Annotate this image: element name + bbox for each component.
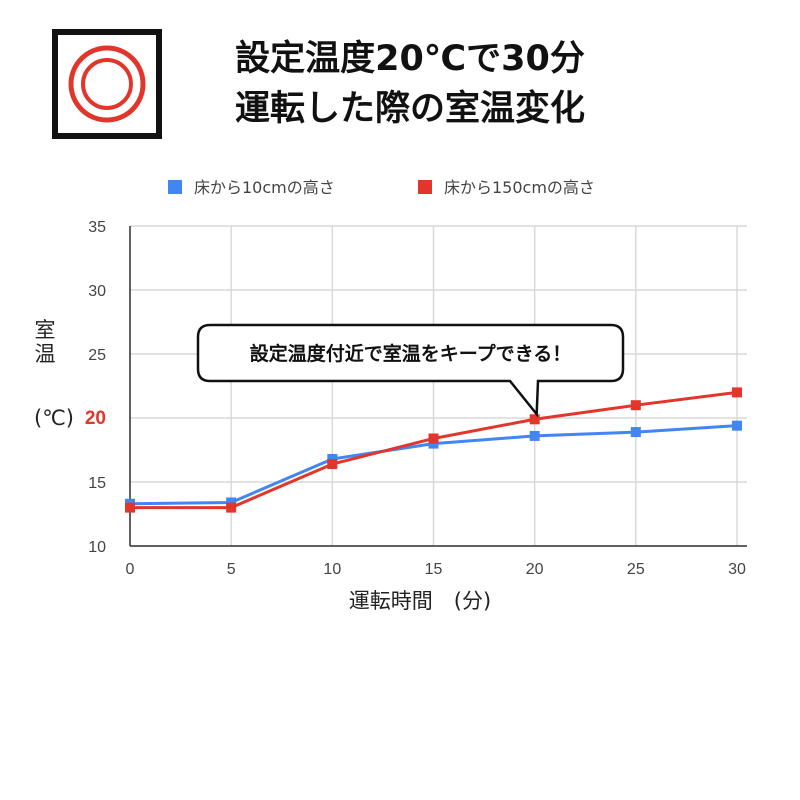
page-title: 設定温度20℃で30分 運転した際の室温変化 xyxy=(180,34,640,134)
legend-label-2: 床から150cmの高さ xyxy=(444,178,595,197)
y-tick-label: 10 xyxy=(88,539,106,556)
series-2-point xyxy=(125,502,135,513)
x-tick-label: 10 xyxy=(323,561,341,578)
x-tick-label: 15 xyxy=(425,561,443,578)
x-tick-label: 30 xyxy=(728,561,746,578)
y-tick-label: 15 xyxy=(88,475,106,492)
legend-swatch-1 xyxy=(168,180,182,194)
annotation-text: 設定温度付近で室温をキープできる！ xyxy=(250,342,571,365)
y-tick-label: 25 xyxy=(88,347,106,364)
series-1-point xyxy=(529,430,540,441)
series-1-point xyxy=(327,453,338,464)
y-tick-label: 20 xyxy=(85,408,106,429)
y-tick-label: 30 xyxy=(88,283,106,300)
series-2-point xyxy=(529,414,540,425)
series-2-point xyxy=(732,387,742,398)
x-tick-label: 5 xyxy=(227,561,236,578)
legend-swatch-2 xyxy=(418,180,432,194)
title-line-2: 運転した際の室温変化 xyxy=(234,89,585,129)
logo xyxy=(52,29,162,139)
y-axis-label-char-2: 温 xyxy=(34,342,56,366)
series-1-point xyxy=(226,497,237,508)
series-1-point xyxy=(630,427,641,438)
series-1-point xyxy=(732,420,742,431)
series-2-point xyxy=(630,400,641,411)
series-2-point xyxy=(226,502,237,513)
legend-label-1: 床から10cmの高さ xyxy=(194,178,335,197)
y-axis-unit: (℃) xyxy=(34,406,74,430)
title-line-1: 設定温度20℃で30分 xyxy=(235,39,585,79)
x-tick-label: 20 xyxy=(526,561,544,578)
x-axis-label: 運転時間 (分) xyxy=(348,589,492,613)
concentric-circles-icon xyxy=(68,45,146,123)
y-axis-label-char-1: 室 xyxy=(34,318,56,342)
y-tick-label: 35 xyxy=(88,219,106,236)
annotation-callout xyxy=(196,323,625,418)
series-2-point xyxy=(428,433,439,444)
series-1-point xyxy=(428,438,439,449)
y-axis-label: 室 温 (℃) xyxy=(34,318,74,430)
series-2-point xyxy=(327,459,338,470)
x-tick-label: 0 xyxy=(126,561,135,578)
x-tick-label: 25 xyxy=(627,561,645,578)
